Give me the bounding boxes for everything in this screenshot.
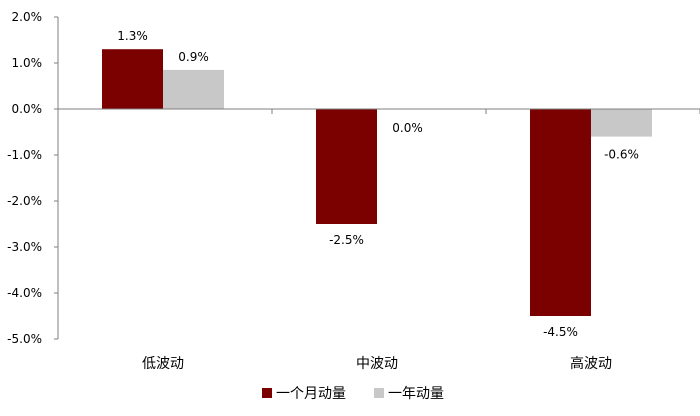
legend: 一个月动量 一年动量 — [262, 386, 444, 402]
bar-one-year — [591, 109, 652, 137]
category-labels: 低波动 中波动 高波动 — [142, 355, 612, 372]
bar-one-year — [163, 69, 224, 109]
data-label: -4.5% — [543, 325, 578, 339]
bar-one-month — [530, 109, 591, 316]
y-axis-ticks: 2.0% 1.0% 0.0% -1.0% -2.0% -3.0% -4.0% -5.0% — [7, 10, 42, 346]
data-label: -0.6% — [604, 148, 639, 162]
legend-swatch — [262, 388, 272, 398]
y-tick-label: 2.0% — [12, 10, 43, 24]
data-label: 0.9% — [178, 50, 209, 64]
bar-one-month — [102, 49, 163, 109]
y-tick-label: 0.0% — [12, 102, 43, 116]
y-tick-label: -3.0% — [7, 240, 42, 254]
bar-one-month — [316, 109, 377, 224]
y-tick-label: 1.0% — [12, 56, 43, 70]
category-label: 高波动 — [570, 355, 612, 372]
data-label: -2.5% — [329, 233, 364, 247]
data-label: 0.0% — [392, 121, 423, 135]
legend-label: 一年动量 — [388, 386, 444, 402]
y-tick-label: -5.0% — [7, 332, 42, 346]
category-label: 低波动 — [142, 356, 184, 372]
category-label: 中波动 — [356, 356, 398, 372]
y-tick-label: -4.0% — [7, 286, 42, 300]
data-label: 1.3% — [117, 29, 148, 43]
data-labels: 1.3% 0.9% -2.5% 0.0% -4.5% -0.6% — [117, 29, 639, 339]
legend-label: 一个月动量 — [276, 386, 346, 402]
axes — [54, 16, 700, 340]
y-tick-label: -2.0% — [7, 194, 42, 208]
bars — [102, 49, 652, 316]
legend-swatch — [374, 388, 384, 398]
y-tick-label: -1.0% — [7, 148, 42, 162]
